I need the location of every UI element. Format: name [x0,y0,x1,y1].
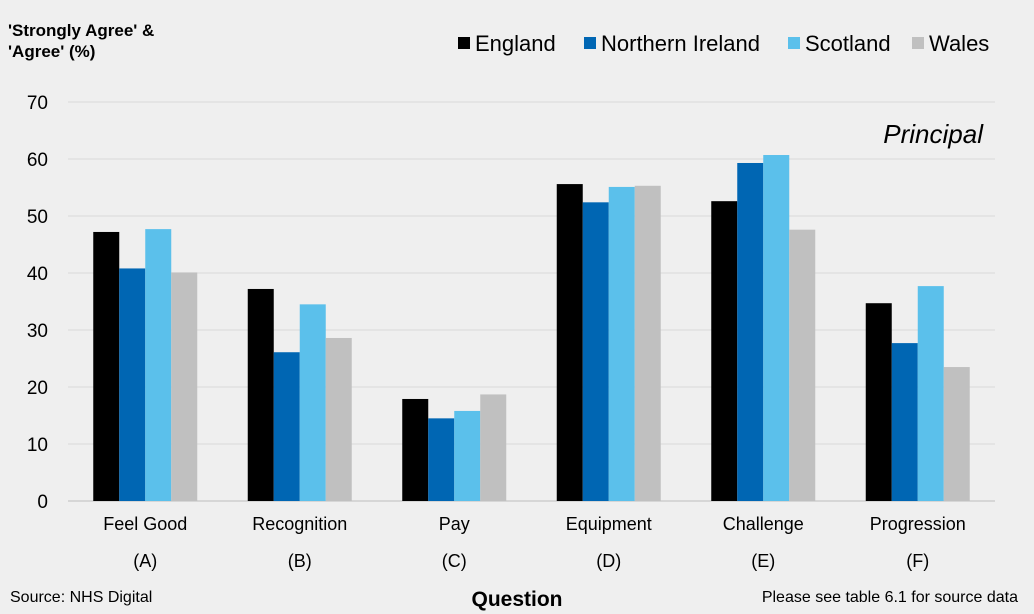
bar-challenge-england [711,201,738,501]
legend-label: Scotland [805,31,891,56]
bar-pay-wales [480,394,507,501]
y-tick-label: 0 [37,492,48,513]
bar-challenge-scotland [763,155,790,501]
bar-challenge-northern-ireland [737,162,764,502]
y-tick-label: 20 [27,378,48,399]
category-label: Equipment [566,514,652,534]
category-code-label: (E) [751,551,775,571]
y-tick-label: 40 [27,264,48,285]
legend-label: Northern Ireland [601,31,760,56]
chart-annotation: Principal [883,119,984,149]
category-label: Progression [870,514,966,534]
category-code-label: (B) [288,551,312,571]
category-label: Feel Good [103,514,187,534]
bar-progression-england [865,303,892,501]
category-label: Pay [439,514,470,534]
category-code-label: (A) [133,551,157,571]
bar-progression-wales [943,367,970,501]
y-axis-label: 'Agree' (%) [8,42,95,61]
bar-pay-northern-ireland [428,418,455,501]
legend-swatch-northern-ireland [584,37,596,49]
x-axis-label: Question [471,588,562,611]
bar-feel-good-england [93,231,120,501]
bar-recognition-scotland [299,304,326,501]
category-code-label: (F) [906,551,929,571]
bar-equipment-wales [634,185,661,502]
bar-recognition-northern-ireland [273,352,300,501]
bar-equipment-england [556,184,583,501]
category-label: Challenge [723,514,804,534]
bar-feel-good-wales [171,272,198,501]
y-axis-label: 'Strongly Agree' & [8,21,154,40]
source-table-note: Please see table 6.1 for source data [762,589,1018,606]
y-tick-label: 60 [27,150,48,171]
legend-swatch-scotland [788,37,800,49]
category-code-label: (D) [596,551,621,571]
legend-swatch-england [458,37,470,49]
y-tick-label: 10 [27,435,48,456]
bar-feel-good-scotland [145,229,172,502]
category-label: Recognition [252,514,347,534]
source-note: Source: NHS Digital [10,589,152,606]
category-code-label: (C) [442,551,467,571]
bar-equipment-northern-ireland [582,202,609,501]
y-tick-label: 30 [27,321,48,342]
bar-equipment-scotland [608,186,635,501]
bar-challenge-wales [789,229,816,501]
bar-progression-scotland [917,286,944,501]
legend-swatch-wales [912,37,924,49]
bar-pay-england [402,398,429,501]
legend-label: Wales [929,31,989,56]
y-tick-label: 50 [27,207,48,228]
bar-recognition-england [247,288,274,501]
bar-progression-northern-ireland [891,343,918,501]
bar-pay-scotland [454,410,481,501]
bar-recognition-wales [325,337,352,501]
y-tick-label: 70 [27,93,48,114]
bar-feel-good-northern-ireland [119,268,146,501]
legend-label: England [475,31,556,56]
